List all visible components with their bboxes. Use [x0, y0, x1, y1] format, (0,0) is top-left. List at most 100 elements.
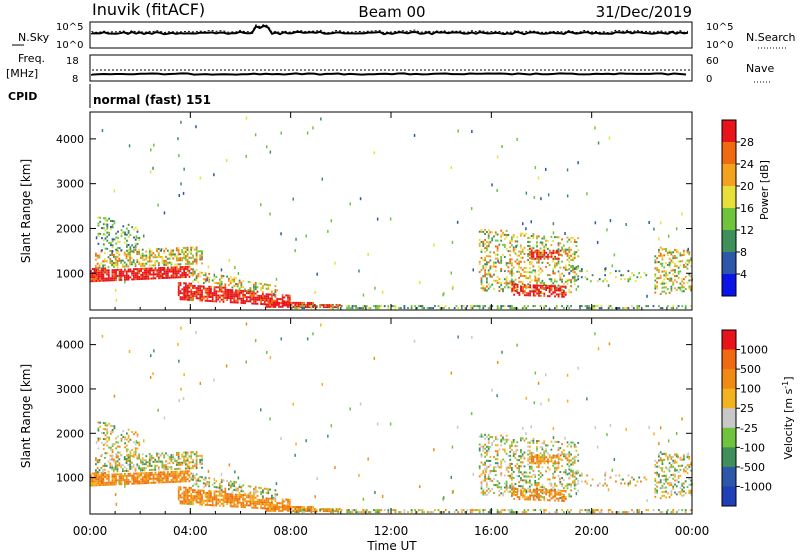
- range-cell: [381, 290, 384, 294]
- range-cell: [244, 498, 246, 501]
- range-cell: [213, 173, 215, 177]
- range-cell: [530, 454, 533, 457]
- range-cell: [140, 459, 142, 462]
- range-cell: [148, 254, 151, 257]
- range-cell: [566, 453, 569, 456]
- range-cell: [102, 217, 105, 220]
- range-cell: [518, 254, 520, 257]
- range-cell: [538, 284, 540, 287]
- range-cell: [681, 278, 684, 281]
- range-cell: [249, 281, 252, 284]
- range-cell: [104, 424, 107, 427]
- range-cell: [480, 277, 483, 280]
- range-cell: [541, 466, 544, 469]
- range-cell: [665, 272, 667, 275]
- range-cell: [113, 238, 116, 241]
- range-cell: [466, 509, 469, 512]
- range-cell: [276, 505, 279, 508]
- range-cell: [668, 454, 671, 457]
- range-cell: [124, 274, 126, 277]
- range-cell: [126, 454, 128, 457]
- range-cell: [534, 166, 537, 170]
- range-cell: [534, 479, 537, 482]
- range-cell: [176, 270, 178, 273]
- range-cell: [552, 231, 555, 235]
- range-cell: [222, 494, 225, 497]
- range-cell: [102, 484, 105, 486]
- range-cell: [570, 266, 572, 269]
- range-cell: [615, 511, 617, 514]
- range-cell: [663, 486, 666, 489]
- range-cell: [670, 474, 673, 476]
- range-cell: [125, 270, 128, 273]
- range-cell: [674, 453, 676, 456]
- range-cell: [131, 263, 133, 266]
- range-cell: [181, 249, 184, 252]
- range-cell: [513, 491, 515, 494]
- range-cell: [613, 458, 616, 461]
- range-cell: [185, 294, 187, 297]
- range-cell: [670, 481, 673, 484]
- range-cell: [478, 509, 481, 512]
- range-cell: [579, 305, 581, 308]
- range-cell: [110, 430, 112, 433]
- range-cell: [176, 266, 178, 269]
- range-cell: [437, 305, 440, 308]
- range-cell: [159, 479, 162, 482]
- range-cell: [287, 505, 289, 508]
- range-cell: [580, 509, 583, 512]
- range-cell: [253, 294, 255, 297]
- range-cell: [503, 237, 506, 240]
- range-cell: [125, 468, 128, 470]
- range-cell: [511, 442, 513, 445]
- range-cell: [267, 497, 270, 500]
- range-cell: [281, 508, 284, 511]
- range-cell: [156, 248, 158, 251]
- range-cell: [129, 257, 131, 260]
- range-cell: [525, 491, 528, 494]
- range-cell: [503, 490, 506, 493]
- range-cell: [278, 505, 280, 508]
- range-cell: [530, 271, 533, 274]
- range-cell: [134, 482, 137, 485]
- range-cell: [104, 464, 106, 467]
- range-cell: [534, 249, 537, 252]
- range-cell: [679, 456, 682, 459]
- range-cell: [122, 477, 125, 480]
- range-cell: [618, 307, 621, 310]
- range-cell: [570, 509, 572, 512]
- range-cell: [493, 492, 495, 494]
- range-cell: [486, 249, 488, 252]
- range-cell: [577, 469, 580, 472]
- range-cell: [127, 459, 130, 462]
- range-cell: [557, 456, 560, 459]
- range-cell: [546, 262, 549, 264]
- range-cell: [127, 448, 130, 451]
- range-cell: [231, 291, 234, 294]
- range-cell: [163, 211, 166, 215]
- range-cell: [215, 494, 218, 497]
- range-cell: [156, 479, 159, 482]
- range-cell: [170, 251, 173, 254]
- range-cell: [534, 286, 537, 289]
- range-cell: [179, 496, 182, 499]
- range-cell: [346, 305, 348, 308]
- range-cell: [668, 291, 671, 294]
- range-cell: [179, 284, 182, 287]
- range-cell: [509, 444, 512, 447]
- range-cell: [509, 450, 512, 453]
- range-cell: [215, 486, 218, 489]
- range-cell: [505, 282, 508, 285]
- range-cell: [552, 427, 555, 431]
- range-cell: [263, 499, 266, 502]
- range-cell: [167, 481, 169, 484]
- range-cell: [192, 497, 194, 500]
- range-cell: [101, 227, 103, 230]
- range-cell: [125, 480, 128, 483]
- range-cell: [260, 282, 262, 285]
- range-cell: [177, 490, 180, 493]
- range-cell: [208, 272, 211, 275]
- range-cell: [663, 274, 666, 277]
- range-cell: [294, 303, 297, 306]
- range-cell: [357, 307, 359, 310]
